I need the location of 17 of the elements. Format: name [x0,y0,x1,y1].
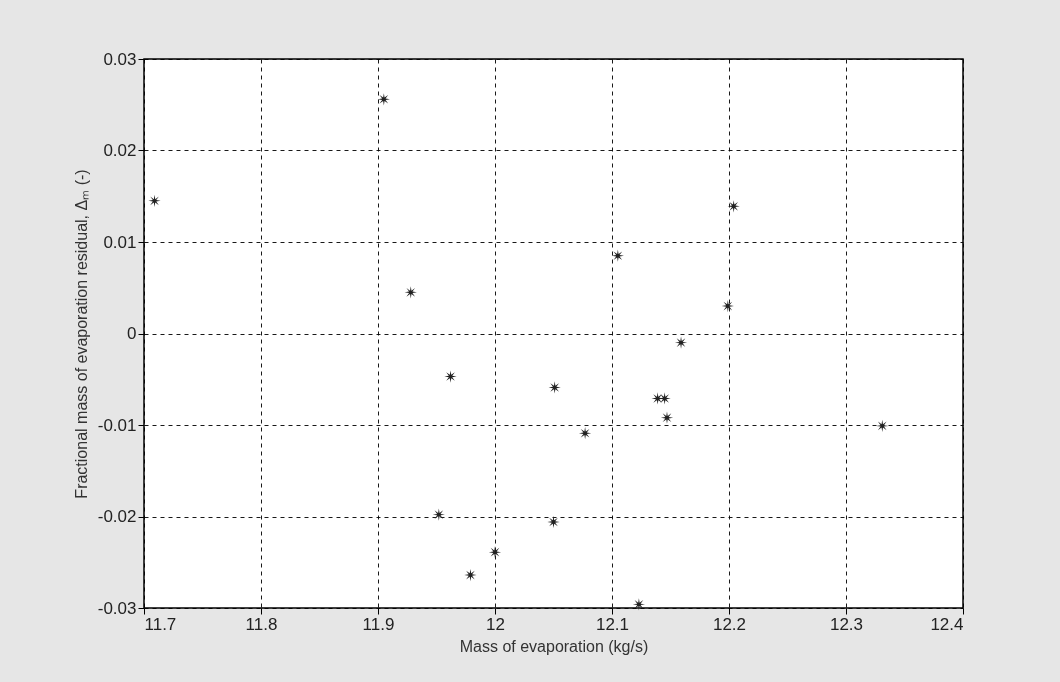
x-tick-label: 11.9 [362,614,395,634]
x-tick-label: 12.1 [595,614,630,634]
x-tick-label: 12.4 [930,614,964,634]
x-tick-label: 11.8 [245,614,278,634]
y-tick-label: -0.02 [97,507,137,526]
y-tick-label: 0.02 [103,141,137,160]
x-tick-label: 11.7 [144,614,177,634]
x-tick-label: 12.3 [829,614,864,634]
y-tick-label: -0.03 [97,598,137,618]
x-tick-label: 12 [486,614,505,634]
y-tick-label: 0.01 [103,232,137,252]
x-axis-title: Mass of evaporation (kg/s) [459,637,649,655]
y-tick-label: 0 [127,324,137,343]
x-tick-label: 12.2 [712,614,747,634]
y-axis-title: Fractional mass of evaporation residual, Δₘ (-) [72,169,90,499]
y-tick-label: 0.03 [103,49,137,69]
y-tick-label: -0.01 [97,415,137,435]
